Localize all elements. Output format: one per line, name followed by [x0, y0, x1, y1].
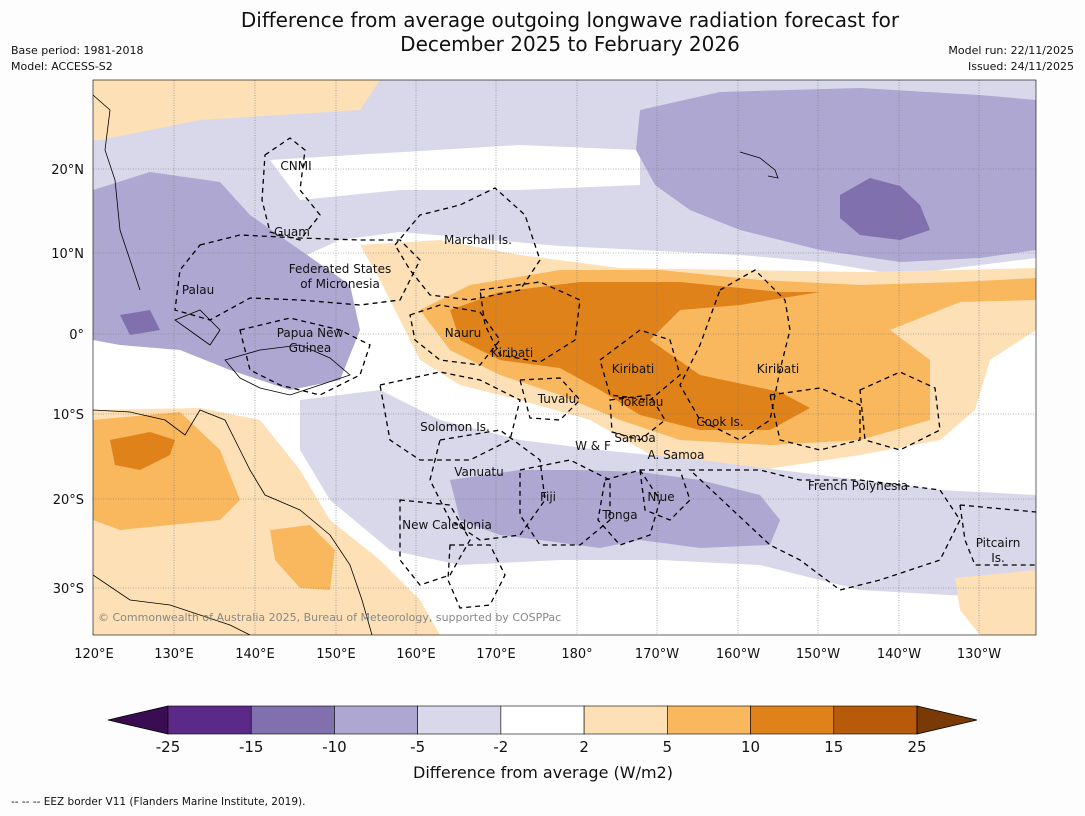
colorbar: -25 -15 -10 -5 -2 2 5 10 15 25	[107, 705, 978, 756]
lat-label: 0°	[69, 328, 84, 343]
place-label: Papua New	[277, 326, 344, 340]
eez-borders	[174, 137, 1036, 609]
lat-label: 10°S	[53, 408, 84, 423]
place-label: Fiji	[540, 490, 556, 504]
lon-label: 120°E	[74, 647, 114, 662]
eez-footnote: -- -- -- EEZ border V11 (Flanders Marine…	[11, 796, 306, 808]
lat-label: 30°S	[53, 582, 84, 597]
model-run: Model run: 22/11/2025	[948, 44, 1074, 57]
colorbar-segment	[250, 705, 335, 735]
colorbar-tick-label: 10	[741, 738, 760, 756]
model-name: Model: ACCESS-S2	[11, 60, 113, 73]
place-label: Federated States	[289, 262, 391, 276]
lon-label: 130°W	[957, 647, 1001, 662]
place-label: Kiribati	[757, 362, 799, 376]
meta-left: Base period: 1981-2018 Model: ACCESS-S2	[11, 43, 143, 75]
place-label: New Caledonia	[402, 518, 492, 532]
lat-label: 20°S	[53, 493, 84, 508]
place-label: Tokelau	[618, 395, 664, 409]
place-label: Is.	[991, 551, 1005, 565]
colorbar-tick-label: -15	[239, 738, 264, 756]
place-label: of Micronesia	[300, 277, 380, 291]
meta-right: Model run: 22/11/2025 Issued: 24/11/2025	[948, 43, 1074, 75]
lon-label: 170°W	[635, 647, 679, 662]
lon-label: 140°W	[877, 647, 921, 662]
place-label: Nauru	[445, 326, 481, 340]
colorbar-segment	[750, 705, 835, 735]
lat-label: 10°N	[51, 247, 84, 262]
title-line-2: December 2025 to February 2026	[400, 32, 740, 56]
colorbar-tick-label: -25	[156, 738, 181, 756]
lon-label: 140°E	[235, 647, 275, 662]
colorbar-tick-label: 15	[824, 738, 843, 756]
place-label: Marshall Is.	[444, 233, 512, 247]
place-label: Samoa	[614, 431, 655, 445]
colorbar-segment	[667, 705, 751, 735]
lon-label: 150°E	[316, 647, 356, 662]
issued-date: Issued: 24/11/2025	[967, 60, 1074, 73]
map-border	[92, 79, 1037, 636]
lon-label: 150°W	[796, 647, 840, 662]
lon-label: 180°	[561, 647, 592, 662]
lon-label: 160°W	[716, 647, 760, 662]
place-label: A. Samoa	[648, 448, 705, 462]
place-label: W & F	[575, 439, 611, 453]
colorbar-extend-low	[107, 705, 169, 735]
graticule	[93, 80, 1036, 635]
lat-label: 20°N	[51, 163, 84, 178]
map-title: Difference from average outgoing longwav…	[0, 8, 1085, 56]
colorbar-tick-label: -10	[322, 738, 347, 756]
place-label: Niue	[647, 490, 674, 504]
coastlines	[93, 94, 779, 635]
colorbar-label: Difference from average (W/m2)	[413, 763, 673, 782]
colorbar-segment	[583, 705, 668, 735]
place-label: Palau	[182, 283, 214, 297]
colorbar-tick-label: 2	[579, 738, 589, 756]
attribution: © Commonwealth of Australia 2025, Bureau…	[98, 611, 561, 624]
base-period: Base period: 1981-2018	[11, 44, 144, 57]
place-label: Tonga	[601, 508, 637, 522]
place-label: Cook Is.	[696, 415, 743, 429]
lon-label: 160°E	[396, 647, 436, 662]
lon-label: 130°E	[154, 647, 194, 662]
colorbar-tick-label: 25	[907, 738, 926, 756]
place-label: Tuvalu	[537, 392, 577, 406]
colorbar-segment	[167, 705, 252, 735]
place-label: Kiribati	[491, 346, 533, 360]
place-label: CNMI	[280, 159, 311, 173]
anomaly-shading	[93, 80, 1036, 635]
colorbar-segment	[500, 705, 585, 735]
place-label: French Polynesia	[808, 479, 908, 493]
place-label: Pitcairn	[976, 536, 1021, 550]
colorbar-segment	[417, 705, 502, 735]
colorbar-segment	[334, 705, 418, 735]
colorbar-tick-label: 5	[663, 738, 673, 756]
place-labels: CNMI Guam Marshall Is. Federated States …	[182, 159, 1020, 565]
colorbar-extend-high	[916, 705, 978, 735]
title-line-1: Difference from average outgoing longwav…	[240, 8, 900, 32]
place-label: Guam	[274, 225, 310, 239]
place-label: Solomon Is.	[420, 420, 490, 434]
place-label: Guinea	[289, 341, 332, 355]
colorbar-segment	[833, 705, 918, 735]
lon-axis: 120°E 130°E 140°E 150°E 160°E 170°E 180°…	[74, 647, 1001, 662]
colorbar-tick-label: -2	[493, 738, 508, 756]
place-label: Vanuatu	[454, 465, 504, 479]
place-label: Kiribati	[612, 362, 654, 376]
lon-label: 170°E	[476, 647, 516, 662]
colorbar-tick-label: -5	[410, 738, 425, 756]
lat-axis: 20°N 10°N 0° 10°S 20°S 30°S	[51, 163, 84, 597]
